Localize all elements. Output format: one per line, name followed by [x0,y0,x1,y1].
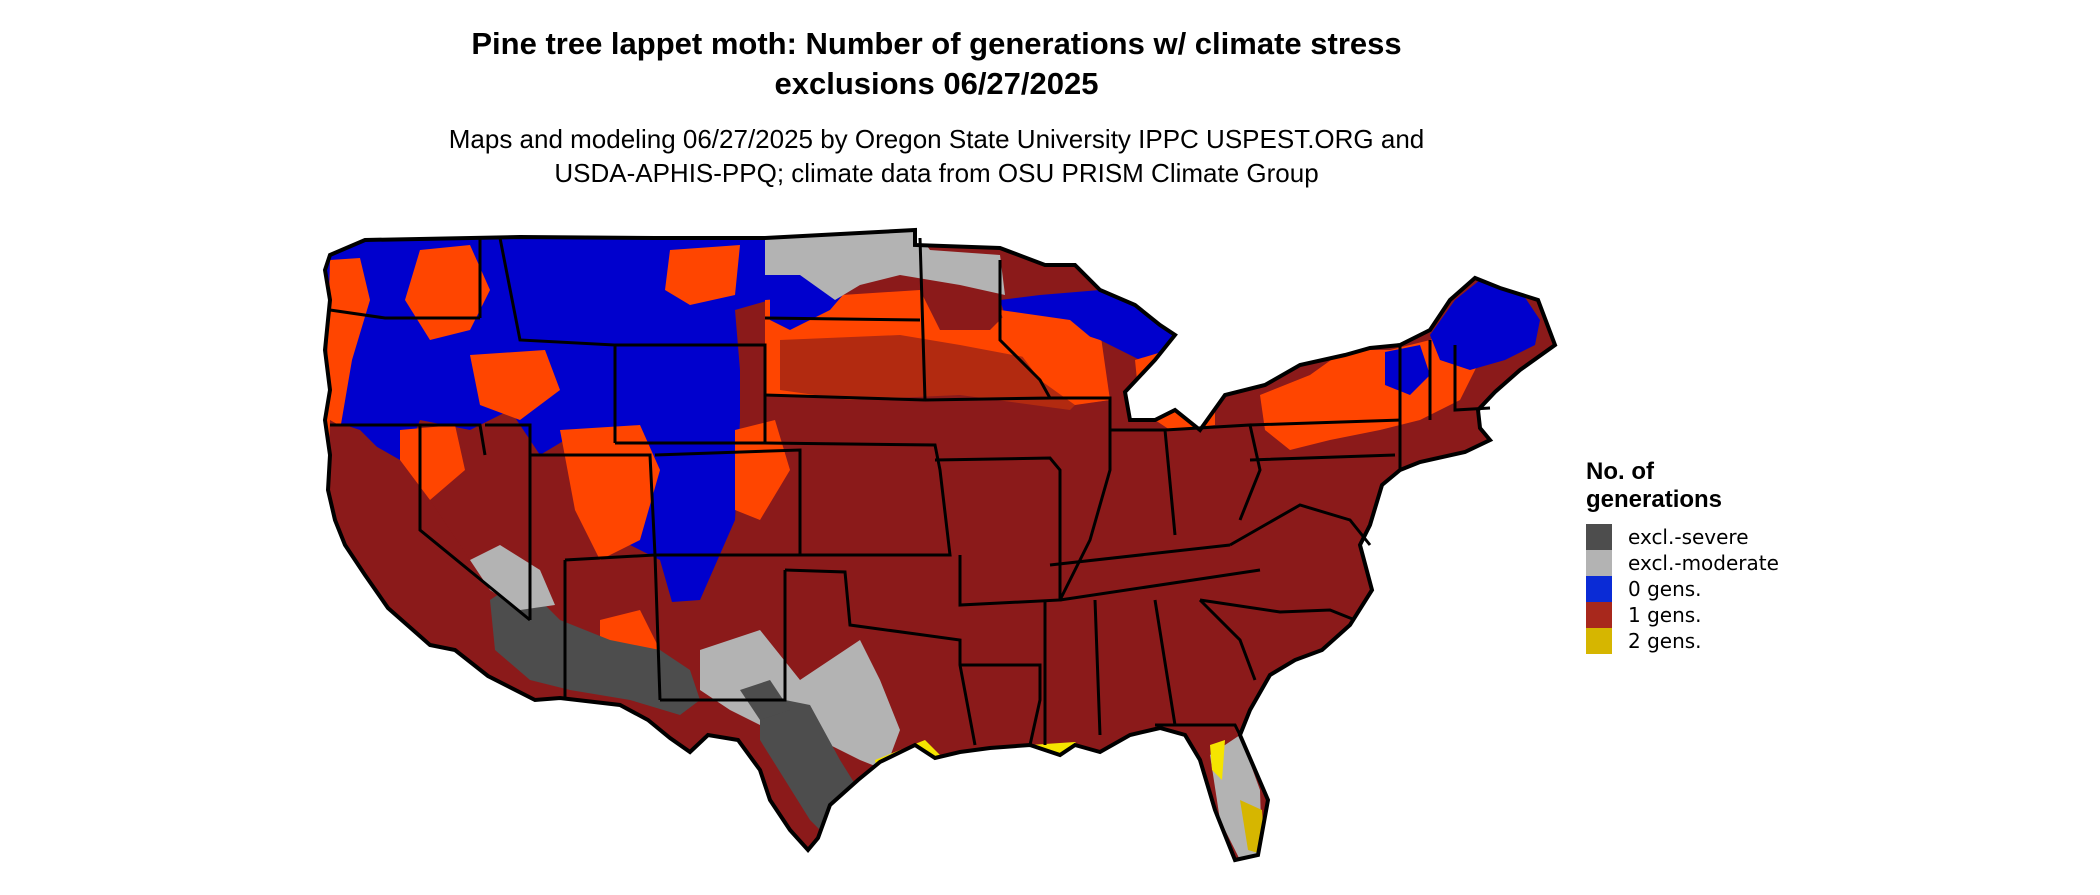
zone-one-gen-orange-wisconsin [1000,310,1110,405]
zone-one-gen-orange-west-4 [400,425,465,500]
state-borders [322,227,1558,863]
legend-title: No. of generations [1586,458,1779,514]
title-line-1: Pine tree lappet moth: Number of generat… [471,26,1402,61]
subtitle-line-1: Maps and modeling 06/27/2025 by Oregon S… [448,124,1425,154]
legend-swatch [1586,628,1612,654]
legend-item-two-gens: 2 gens. [1586,628,1779,654]
zone-one-gen-orange-michigan [1135,345,1215,430]
legend-title-line-2: generations [1586,486,1723,513]
border-wa-or [329,308,480,320]
us-generations-map [322,227,1558,863]
border-in-oh [1110,423,1262,536]
border-ga-fl [1155,598,1257,736]
border-ar-la [960,663,1042,746]
border-ia-mo [934,456,1062,607]
legend-swatch [1586,550,1612,576]
subtitle-line-2: USDA-APHIS-PPQ; climate data from OSU PR… [554,158,1319,188]
zone-excl-moderate-southwest [470,545,555,610]
zone-one-gen-mid-north-plains [780,335,1100,410]
zone-one-gen-orange-west-8 [735,420,790,520]
border-wi-il [1050,396,1112,601]
border-nc-sc [1199,598,1356,622]
zone-excl-moderate-texas [700,630,900,770]
zone-zero-gens-new-england [1430,280,1540,370]
border-va-wv [1229,503,1372,547]
border-mt-wy [498,237,617,443]
legend-label: 0 gens. [1628,577,1702,601]
border-new-england [1398,340,1491,420]
zone-excl-moderate-north [765,230,1005,300]
legend-swatch [1586,524,1612,550]
border-tn-ky [1049,543,1261,602]
border-az-nm [563,554,662,701]
border-ne-ks [764,441,952,557]
border-ok-tx [784,568,977,746]
legend-label: excl.-severe [1628,525,1749,549]
zone-two-gens-florida-west [1210,740,1225,780]
zone-excl-severe-southwest [490,580,700,715]
title-line-2: exclusions 06/27/2025 [774,66,1099,101]
map-subtitle: Maps and modeling 06/27/2025 by Oregon S… [0,122,1873,190]
border-ms-al [1043,599,1177,745]
country-outline [322,227,1558,863]
zone-one-gen-orange-west-6 [665,245,740,305]
zone-one-gen-orange-west-5 [560,425,660,560]
legend-label: excl.-moderate [1628,551,1779,575]
border-co-box [654,448,802,557]
legend-item-one-gen: 1 gens. [1586,602,1779,628]
border-ut-co [530,453,657,562]
legend-label: 1 gens. [1628,603,1702,627]
map-legend: No. of generations excl.-severe excl.-mo… [1586,458,1779,654]
zone-zero-gens-adirondack [1385,345,1430,395]
zone-one-gen-orange-west-3 [470,350,560,420]
border-ca-nv [418,425,531,622]
border-mn-ia [924,260,1053,402]
border-dakotas [764,237,927,402]
legend-item-excl-severe: excl.-severe [1586,524,1779,550]
map-title: Pine tree lappet moth: Number of generat… [0,24,1873,104]
border-wy-box [615,343,767,445]
legend-item-zero-gens: 0 gens. [1586,576,1779,602]
legend-item-excl-moderate: excl.-moderate [1586,550,1779,576]
border-or-ca-nv [330,423,487,456]
legend-title-line-1: No. of [1586,458,1654,485]
legend-label: 2 gens. [1628,629,1702,653]
legend-items: excl.-severe excl.-moderate 0 gens. 1 ge… [1586,524,1779,654]
border-tx-nm [660,570,787,702]
zone-one-gen-orange-west-1 [325,258,370,440]
zone-one-gen-orange-west-2 [405,245,490,340]
legend-swatch [1586,602,1612,628]
border-nv-ut [485,423,532,620]
legend-swatch [1586,576,1612,602]
